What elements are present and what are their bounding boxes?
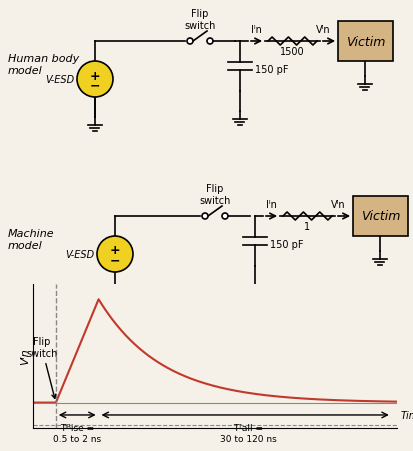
Y-axis label: Vᴵn: Vᴵn xyxy=(20,348,30,365)
Text: Time: Time xyxy=(399,410,413,420)
Text: Tᴵᴿise =
0.5 to 2 ns: Tᴵᴿise = 0.5 to 2 ns xyxy=(53,423,101,442)
Text: +: + xyxy=(109,244,120,257)
Text: −: − xyxy=(109,254,120,267)
FancyBboxPatch shape xyxy=(337,22,392,62)
Text: Iᴵn: Iᴵn xyxy=(266,199,276,210)
Text: V-ESD: V-ESD xyxy=(65,249,94,259)
Text: Human body
model: Human body model xyxy=(8,54,79,76)
Text: Vᴵn: Vᴵn xyxy=(315,25,330,35)
Text: +: + xyxy=(90,69,100,83)
Text: −: − xyxy=(90,79,100,92)
Circle shape xyxy=(77,62,113,98)
Text: Victim: Victim xyxy=(360,210,399,223)
Circle shape xyxy=(206,39,212,45)
Circle shape xyxy=(221,213,228,220)
Text: V-ESD: V-ESD xyxy=(45,75,74,85)
Text: Machine
model: Machine model xyxy=(8,229,55,250)
Text: Tᵀall =
30 to 120 ns: Tᵀall = 30 to 120 ns xyxy=(219,423,276,442)
Text: 1500: 1500 xyxy=(280,47,304,57)
Circle shape xyxy=(97,236,133,272)
Text: Iᴵn: Iᴵn xyxy=(250,25,261,35)
Text: Flip
switch: Flip switch xyxy=(184,9,215,31)
Text: 150 pF: 150 pF xyxy=(269,239,303,249)
Text: 150 pF: 150 pF xyxy=(254,65,288,75)
Text: 1: 1 xyxy=(304,221,310,231)
FancyBboxPatch shape xyxy=(352,197,407,236)
Text: Vᴵn: Vᴵn xyxy=(330,199,344,210)
Text: Flip
switch: Flip switch xyxy=(26,337,57,399)
Text: Flip
switch: Flip switch xyxy=(199,184,230,205)
Text: Victim: Victim xyxy=(345,36,384,48)
Circle shape xyxy=(187,39,192,45)
Circle shape xyxy=(202,213,207,220)
